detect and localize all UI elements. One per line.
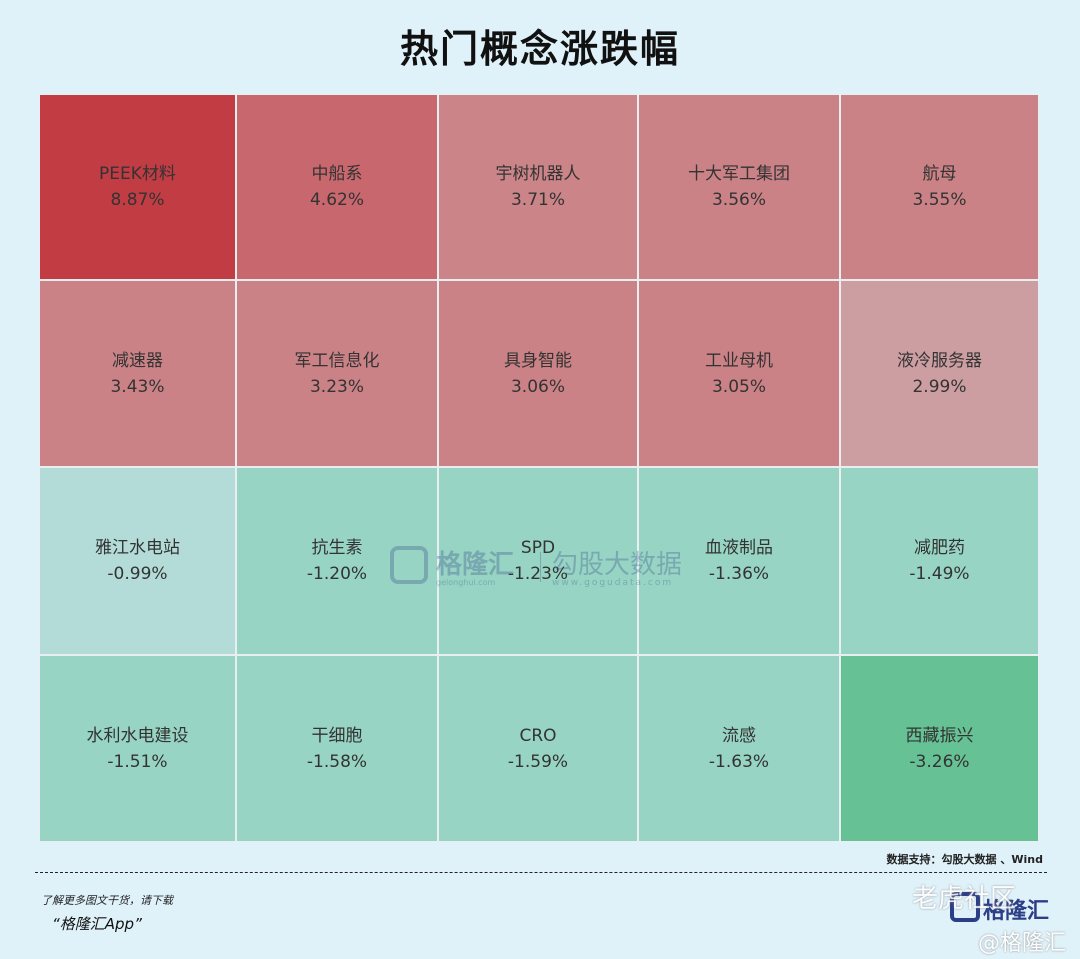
- heatmap-cell: 血液制品 -1.36%: [638, 467, 840, 655]
- heatmap-cell: 中船系 4.62%: [236, 94, 438, 280]
- cell-change-value: 8.87%: [110, 190, 165, 210]
- cell-change-value: 3.56%: [711, 190, 766, 210]
- heatmap-cell: 军工信息化 3.23%: [236, 280, 438, 467]
- cell-change-value: -1.51%: [107, 751, 168, 772]
- heatmap-cell: 工业母机 3.05%: [638, 280, 840, 467]
- cell-change-value: 3.55%: [912, 190, 967, 210]
- heatmap-cell: 液冷服务器 2.99%: [840, 280, 1039, 467]
- cell-change-value: -1.20%: [306, 564, 368, 584]
- heatmap-cell: 具身智能 3.06%: [438, 280, 638, 467]
- cell-change-value: 3.05%: [711, 376, 766, 397]
- cell-concept-name: 减肥药: [914, 538, 965, 558]
- cell-change-value: 3.06%: [510, 376, 565, 397]
- cell-concept-name: 航母: [922, 164, 957, 184]
- cell-concept-name: 雅江水电站: [95, 538, 180, 558]
- cell-change-value: 3.43%: [110, 376, 165, 397]
- heatmap-cell: SPD -1.23%: [438, 467, 638, 655]
- cell-change-value: 2.99%: [912, 376, 967, 397]
- cell-concept-name: 具身智能: [504, 350, 572, 371]
- heatmap-cell: 水利水电建设 -1.51%: [39, 655, 236, 842]
- heatmap-cell: 减速器 3.43%: [39, 280, 236, 467]
- cell-change-value: -1.58%: [306, 751, 368, 772]
- cell-change-value: -3.26%: [909, 751, 970, 772]
- heatmap-grid: PEEK材料 8.87% 中船系 4.62% 宇树机器人 3.71% 十大军工集团 3.56%…: [39, 94, 1039, 842]
- heatmap-cell: 雅江水电站 -0.99%: [39, 467, 236, 655]
- chart-title: 热门概念涨跌幅: [399, 27, 680, 71]
- heatmap-cell: 十大军工集团 3.56%: [638, 94, 840, 280]
- footer-app-name: “格隆汇App”: [52, 915, 142, 933]
- cell-concept-name: 水利水电建设: [86, 725, 189, 746]
- footer-download-hint: 了解更多图文干货，请下载: [41, 894, 173, 907]
- gelonghui-handle-watermark: @格隆汇: [978, 931, 1067, 956]
- cell-change-value: -1.59%: [507, 751, 569, 772]
- gelonghui-corner-logo-icon: [950, 892, 980, 922]
- heatmap-cell: CRO -1.59%: [438, 655, 638, 842]
- cell-change-value: 3.23%: [309, 376, 364, 397]
- cell-concept-name: 流感: [722, 725, 756, 746]
- heatmap-cell: 宇树机器人 3.71%: [438, 94, 638, 280]
- cell-concept-name: 干细胞: [311, 725, 363, 746]
- heatmap-cell: 西藏振兴 -3.26%: [840, 655, 1039, 842]
- cell-change-value: -1.49%: [909, 564, 970, 584]
- heatmap-cell: 减肥药 -1.49%: [840, 467, 1039, 655]
- cell-concept-name: 西藏振兴: [905, 725, 974, 746]
- cell-concept-name: 中船系: [311, 164, 363, 184]
- cell-concept-name: CRO: [519, 725, 557, 746]
- cell-change-value: -1.23%: [507, 564, 569, 584]
- heatmap-cell: 干细胞 -1.58%: [236, 655, 438, 842]
- cell-concept-name: SPD: [520, 538, 556, 558]
- cell-change-value: 3.71%: [510, 190, 565, 210]
- corner-brand: 格隆汇: [983, 899, 1050, 924]
- dashed-divider: [35, 872, 1047, 873]
- cell-change-value: -1.63%: [708, 751, 770, 772]
- heatmap-cell: 抗生素 -1.20%: [236, 467, 438, 655]
- data-source: 数据支持：勾股大数据 、Wind: [886, 853, 1043, 866]
- cell-concept-name: 军工信息化: [294, 350, 380, 371]
- tiger-community-watermark: 老虎社区: [912, 884, 1017, 914]
- cell-change-value: -0.99%: [107, 564, 168, 584]
- cell-change-value: 4.62%: [309, 190, 364, 210]
- cell-concept-name: 十大军工集团: [688, 164, 790, 184]
- cell-change-value: -1.36%: [708, 564, 770, 584]
- cell-concept-name: 减速器: [112, 350, 163, 371]
- heatmap-cell: PEEK材料 8.87%: [39, 94, 236, 280]
- cell-concept-name: 液冷服务器: [897, 350, 982, 371]
- cell-concept-name: 宇树机器人: [495, 164, 581, 184]
- heatmap-cell: 航母 3.55%: [840, 94, 1039, 280]
- heatmap-cell: 流感 -1.63%: [638, 655, 840, 842]
- cell-concept-name: 抗生素: [311, 538, 363, 558]
- cell-concept-name: PEEK材料: [99, 164, 176, 184]
- cell-concept-name: 工业母机: [705, 350, 773, 371]
- cell-concept-name: 血液制品: [705, 538, 773, 558]
